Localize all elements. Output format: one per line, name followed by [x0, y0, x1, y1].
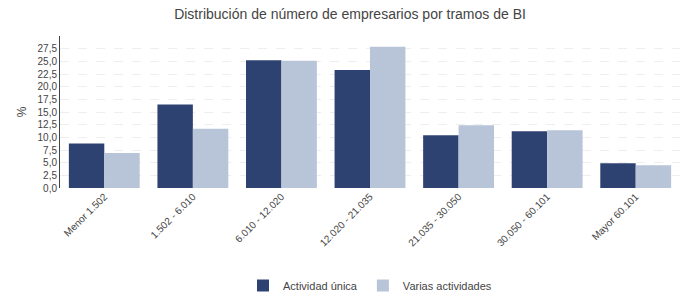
svg-text:12,5: 12,5 [38, 119, 58, 130]
svg-text:30.050 - 60.101: 30.050 - 60.101 [495, 191, 553, 249]
svg-text:17,5: 17,5 [38, 94, 58, 105]
svg-text:%: % [15, 106, 29, 117]
svg-text:Mayor 60.101: Mayor 60.101 [590, 191, 641, 242]
svg-text:Distribución de número de empr: Distribución de número de empresarios po… [174, 6, 526, 22]
svg-text:0,0: 0,0 [43, 183, 57, 194]
svg-text:Varias actividades: Varias actividades [403, 280, 492, 292]
svg-text:21.035 - 30.050: 21.035 - 30.050 [406, 191, 464, 249]
svg-text:7,5: 7,5 [43, 145, 57, 156]
svg-text:20,0: 20,0 [38, 81, 58, 92]
svg-text:15,0: 15,0 [38, 107, 58, 118]
svg-text:5,0: 5,0 [43, 157, 57, 168]
svg-text:25,0: 25,0 [38, 56, 58, 67]
svg-text:12.020 - 21.035: 12.020 - 21.035 [318, 191, 376, 249]
svg-text:1.502 - 6.010: 1.502 - 6.010 [148, 191, 198, 241]
svg-text:Actividad única: Actividad única [283, 280, 358, 292]
svg-text:22,5: 22,5 [38, 69, 58, 80]
svg-text:10,0: 10,0 [38, 132, 58, 143]
svg-text:6.010 - 12.020: 6.010 - 12.020 [233, 191, 287, 245]
svg-text:Menor 1.502: Menor 1.502 [62, 191, 110, 239]
svg-text:2,5: 2,5 [43, 170, 57, 181]
svg-text:27,5: 27,5 [38, 43, 58, 54]
